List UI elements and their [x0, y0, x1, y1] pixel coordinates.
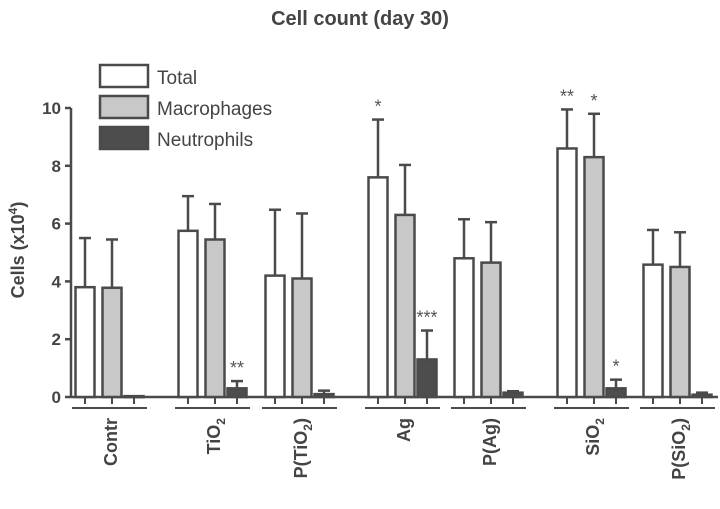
significance-label: ** — [560, 86, 574, 106]
legend-label-macrophages: Macrophages — [157, 99, 272, 120]
bar-total — [264, 274, 286, 399]
bar-neutrophils — [691, 393, 713, 399]
bar-macrophages — [101, 286, 123, 399]
legend-label-total: Total — [157, 68, 197, 89]
bar-total — [177, 229, 199, 399]
x-category-label: P(Ag) — [480, 418, 500, 466]
y-tick-label: 4 — [52, 272, 62, 291]
bar-neutrophils — [605, 387, 627, 399]
legend-swatch-macrophages — [98, 94, 150, 120]
significance-label: *** — [416, 308, 437, 328]
y-tick-label: 2 — [52, 330, 61, 349]
significance-label: * — [612, 357, 619, 377]
bar-total — [453, 257, 475, 399]
bar-macrophages — [669, 265, 691, 399]
bar-total — [74, 285, 96, 399]
significance-label: * — [374, 97, 381, 117]
y-tick-label: 10 — [42, 99, 61, 118]
x-category-label: P(TiO2) — [291, 418, 315, 478]
bar-neutrophils — [123, 394, 145, 399]
bar-macrophages — [583, 155, 605, 399]
legend-swatch-neutrophils — [98, 125, 150, 151]
bar-neutrophils — [416, 358, 438, 399]
y-tick-label: 0 — [52, 388, 61, 407]
significance-label: * — [590, 91, 597, 111]
bar-total — [367, 176, 389, 399]
bar-macrophages — [394, 213, 416, 399]
x-category-label: TiO2 — [204, 418, 228, 455]
y-axis-label: Cells (x104) — [6, 202, 28, 299]
bar-total — [556, 147, 578, 399]
bar-total — [642, 263, 664, 399]
y-tick-label: 8 — [52, 157, 61, 176]
bar-neutrophils — [502, 391, 524, 399]
y-tick-label: 6 — [52, 215, 61, 234]
bar-neutrophils — [226, 387, 248, 399]
chart-title: Cell count (day 30) — [271, 8, 449, 30]
x-category-label: Contr — [101, 418, 121, 466]
legend-label-neutrophils: Neutrophils — [157, 130, 253, 151]
bar-neutrophils — [313, 392, 335, 399]
x-category-label: Ag — [394, 418, 414, 442]
x-category-label: P(SiO2) — [669, 418, 693, 480]
bar-macrophages — [204, 238, 226, 399]
significance-label: ** — [230, 358, 244, 378]
legend-swatch-total — [98, 63, 150, 89]
bar-macrophages — [480, 261, 502, 399]
bar-macrophages — [291, 277, 313, 399]
x-category-label: SiO2 — [583, 418, 607, 456]
